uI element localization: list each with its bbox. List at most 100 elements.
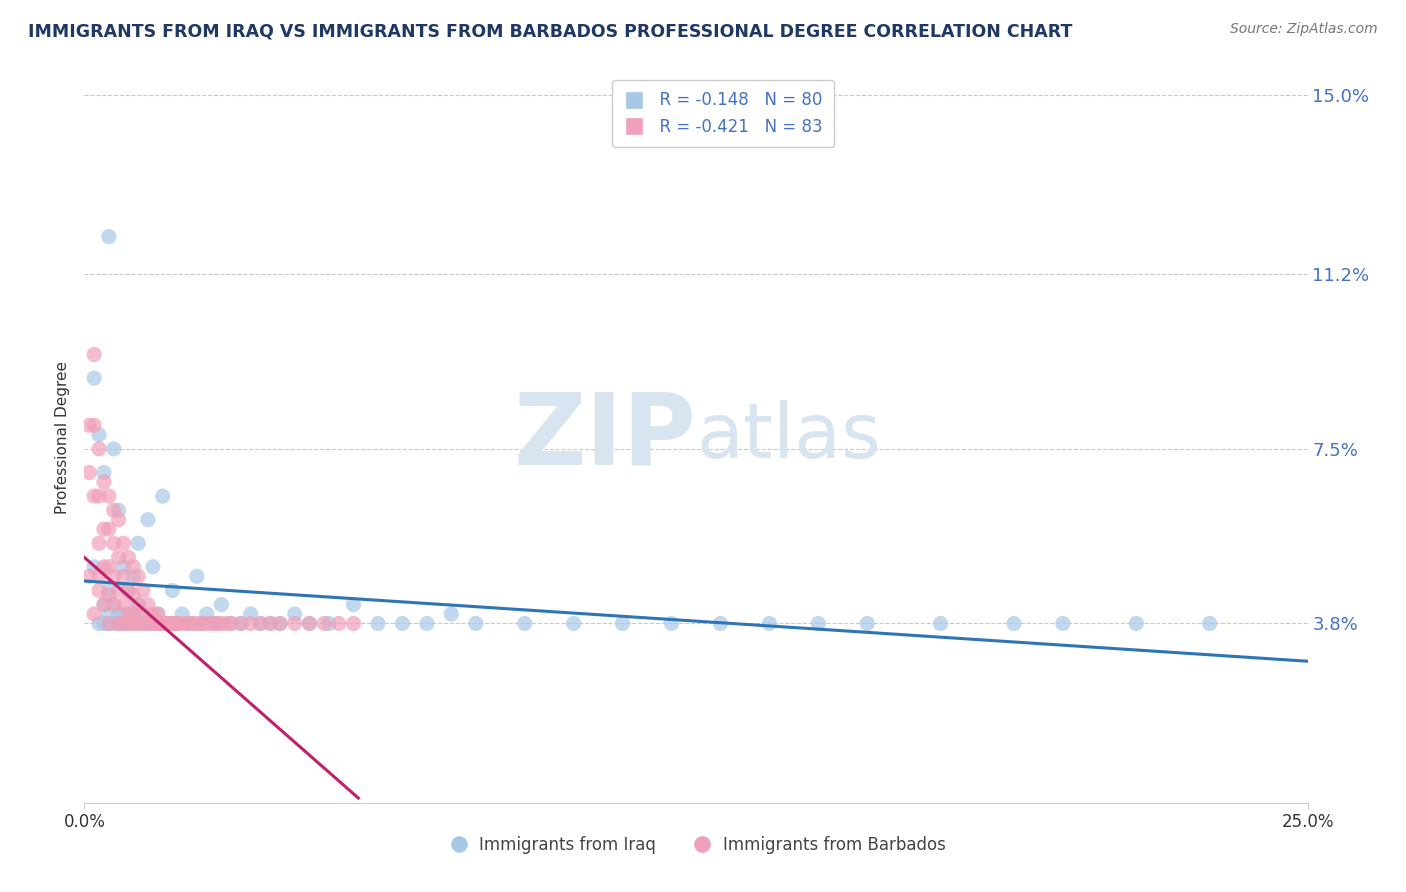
Point <box>146 616 169 631</box>
Point <box>87 616 110 631</box>
Point <box>709 616 731 631</box>
Point <box>152 616 174 631</box>
Point <box>342 598 364 612</box>
Point <box>97 583 120 598</box>
Point <box>107 550 129 565</box>
Point <box>93 598 115 612</box>
Point <box>215 616 238 631</box>
Point <box>103 442 125 456</box>
Point <box>146 607 169 621</box>
Point <box>146 607 169 621</box>
Point <box>298 616 321 631</box>
Point <box>284 616 307 631</box>
Point <box>93 598 115 612</box>
Point <box>166 616 188 631</box>
Point <box>87 442 110 456</box>
Point <box>112 536 135 550</box>
Point <box>103 598 125 612</box>
Point <box>342 616 364 631</box>
Point <box>249 616 271 631</box>
Point <box>122 607 145 621</box>
Point <box>195 607 218 621</box>
Point <box>97 607 120 621</box>
Point <box>156 616 179 631</box>
Point <box>249 616 271 631</box>
Point <box>1052 616 1074 631</box>
Text: atlas: atlas <box>696 401 880 474</box>
Point <box>284 607 307 621</box>
Point <box>107 616 129 631</box>
Point <box>328 616 350 631</box>
Point <box>117 607 139 621</box>
Point <box>929 616 952 631</box>
Point <box>122 569 145 583</box>
Point <box>152 489 174 503</box>
Point <box>166 616 188 631</box>
Point <box>83 559 105 574</box>
Point <box>93 522 115 536</box>
Point <box>1198 616 1220 631</box>
Point <box>93 559 115 574</box>
Point <box>146 616 169 631</box>
Point <box>142 616 165 631</box>
Point <box>191 616 214 631</box>
Point <box>562 616 585 631</box>
Point <box>229 616 252 631</box>
Point <box>229 616 252 631</box>
Point <box>122 616 145 631</box>
Point <box>87 583 110 598</box>
Point <box>117 607 139 621</box>
Point <box>117 583 139 598</box>
Point <box>152 616 174 631</box>
Point <box>103 598 125 612</box>
Point <box>97 559 120 574</box>
Point <box>97 616 120 631</box>
Point <box>127 616 149 631</box>
Point <box>239 616 262 631</box>
Point <box>1002 616 1025 631</box>
Point <box>186 569 208 583</box>
Point <box>107 503 129 517</box>
Point <box>205 616 228 631</box>
Point <box>103 569 125 583</box>
Point <box>132 616 155 631</box>
Y-axis label: Professional Degree: Professional Degree <box>55 360 70 514</box>
Point <box>127 536 149 550</box>
Point <box>107 616 129 631</box>
Point <box>107 513 129 527</box>
Point <box>127 616 149 631</box>
Point <box>83 347 105 361</box>
Point <box>112 616 135 631</box>
Point <box>391 616 413 631</box>
Point <box>93 475 115 489</box>
Point <box>195 616 218 631</box>
Point <box>83 371 105 385</box>
Point <box>612 616 634 631</box>
Point <box>186 616 208 631</box>
Point <box>132 616 155 631</box>
Point <box>162 616 184 631</box>
Point <box>117 583 139 598</box>
Point <box>259 616 281 631</box>
Point <box>93 466 115 480</box>
Point <box>209 616 232 631</box>
Point <box>200 616 222 631</box>
Point <box>298 616 321 631</box>
Point <box>136 598 159 612</box>
Point <box>132 607 155 621</box>
Point <box>103 616 125 631</box>
Point <box>219 616 242 631</box>
Point <box>77 569 100 583</box>
Point <box>172 607 194 621</box>
Point <box>440 607 463 621</box>
Point <box>191 616 214 631</box>
Point <box>117 616 139 631</box>
Point <box>107 583 129 598</box>
Point <box>97 522 120 536</box>
Point <box>112 616 135 631</box>
Point <box>117 550 139 565</box>
Point <box>127 598 149 612</box>
Point <box>87 427 110 442</box>
Point <box>83 489 105 503</box>
Point <box>136 513 159 527</box>
